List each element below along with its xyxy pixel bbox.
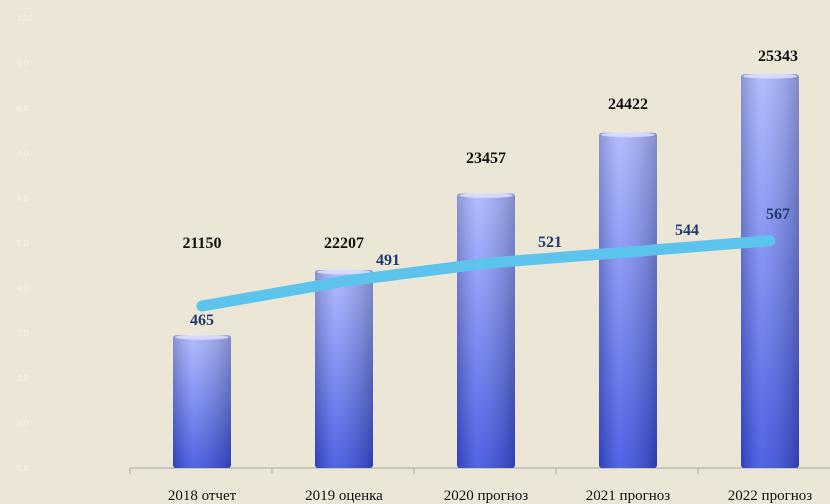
y-tick-label: 7,0 (17, 149, 29, 158)
line-value-label: 567 (766, 206, 790, 223)
y-tick-label: 5,0 (17, 239, 29, 248)
bar-shade (315, 270, 373, 468)
category-label: 2018 отчет (168, 488, 237, 504)
y-axis-ticks: 0,0 1,0 2,0 3,0 4,0 5,0 6,0 7,0 8,0 9,0 10,0 (17, 14, 33, 473)
y-tick-label: 1,0 (17, 419, 29, 428)
bar-cap (317, 269, 371, 275)
bar-value-label: 22207 (324, 235, 364, 252)
category-label: 2021 прогноз (586, 488, 670, 504)
x-axis: 2018 отчет 2019 оценка 2020 прогноз 2021 пр… (129, 467, 830, 504)
bar-value-label: 25343 (758, 48, 798, 65)
bars (173, 73, 799, 468)
y-tick-label: 10,0 (17, 14, 33, 23)
category-label: 2019 оценка (305, 488, 383, 504)
y-tick-label: 4,0 (17, 284, 29, 293)
bar-shade (457, 193, 515, 468)
bar-cap (459, 193, 513, 198)
bar-cap (601, 132, 655, 138)
bar-value-label: 23457 (466, 150, 506, 167)
bar-shade (173, 335, 231, 468)
bar-value-label: 24422 (608, 96, 648, 113)
bar-shade (741, 74, 799, 468)
y-tick-label: 8,0 (17, 104, 29, 113)
bar-value-label: 21150 (182, 235, 221, 252)
data-labels: 21150 22207 23457 24422 25343 465 491 521 544 567 (182, 48, 798, 329)
bar-shade (599, 132, 657, 468)
line-value-label: 465 (190, 312, 214, 329)
y-tick-label: 2,0 (17, 374, 29, 383)
y-tick-label: 6,0 (17, 194, 29, 203)
trend-line (196, 235, 776, 312)
bar-cap (743, 73, 797, 79)
line-value-label: 521 (538, 234, 562, 251)
category-label: 2022 прогноз (728, 488, 812, 504)
bar-cap (175, 334, 229, 340)
y-tick-label: 3,0 (17, 329, 29, 338)
y-tick-label: 9,0 (17, 59, 29, 68)
category-label: 2020 прогноз (444, 488, 528, 504)
line-series (196, 235, 776, 312)
line-value-label: 491 (376, 252, 400, 269)
line-value-label: 544 (675, 222, 699, 239)
y-tick-label: 0,0 (17, 464, 29, 473)
